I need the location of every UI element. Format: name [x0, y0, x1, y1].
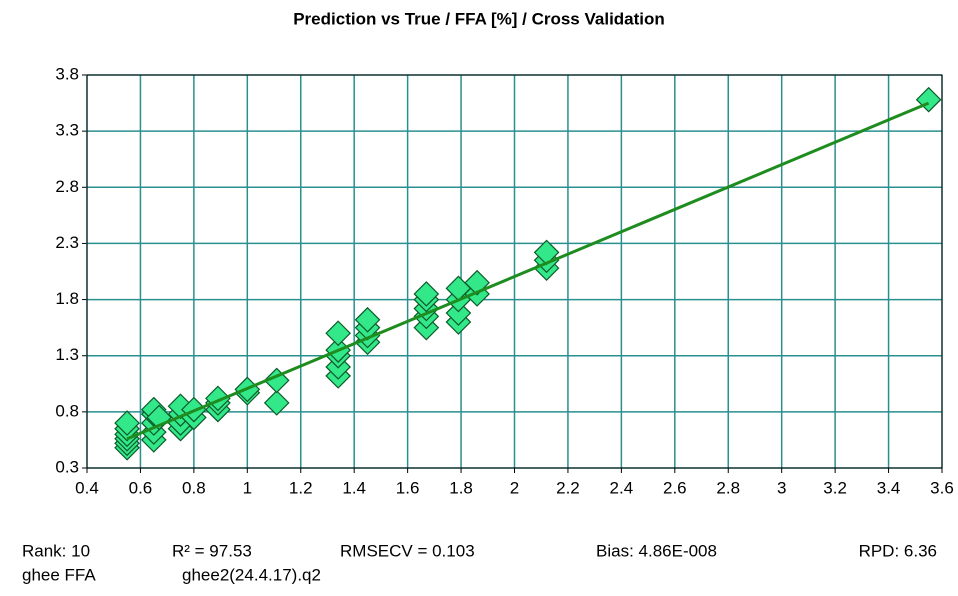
x-tick-label: 0.6 [129, 478, 153, 497]
y-tick-label: 1.8 [55, 289, 79, 308]
y-tick-label: 0.3 [55, 457, 79, 476]
y-tick-label: 1.3 [55, 345, 79, 364]
x-tick-label: 2.8 [716, 478, 740, 497]
x-tick-label: 2 [510, 478, 519, 497]
point [205, 385, 231, 412]
stat: Bias: 4.86E-008 [596, 541, 717, 560]
point [263, 390, 290, 416]
x-tick-label: 0.8 [182, 478, 206, 497]
fit-line [126, 101, 930, 441]
footer: ghee2(24.4.17).q2 [182, 565, 321, 584]
stat: RPD: 6.36 [859, 541, 937, 560]
x-tick-label: 3.2 [823, 478, 847, 497]
x-tick-label: 3.6 [930, 478, 954, 497]
point [354, 306, 381, 333]
y-tick-label: 2.3 [55, 233, 79, 252]
x-tick-label: 2.2 [556, 478, 580, 497]
x-tick-label: 2.4 [610, 478, 634, 497]
y-tick-label: 3.8 [55, 64, 79, 83]
plot-frame [86, 74, 943, 469]
point [114, 410, 140, 436]
x-tick-label: 1.8 [449, 478, 473, 497]
x-tick-label: 0.4 [75, 478, 99, 497]
stat: Rank: 10 [22, 541, 90, 560]
point [413, 281, 440, 307]
y-tick-label: 2.8 [55, 177, 79, 196]
x-tick-label: 3.4 [877, 478, 901, 497]
x-tick-label: 1.4 [342, 478, 366, 497]
point [263, 367, 290, 394]
y-tick-label: 3.3 [55, 121, 79, 140]
chart-title: Prediction vs True / FFA [%] / Cross Val… [293, 9, 665, 28]
x-tick-label: 2.6 [663, 478, 687, 497]
x-tick-label: 1.2 [289, 478, 313, 497]
point [464, 269, 490, 296]
stat: RMSECV = 0.103 [340, 541, 475, 560]
footer: ghee FFA [22, 565, 96, 584]
x-tick-label: 3 [777, 478, 786, 497]
x-tick-label: 1 [243, 478, 252, 497]
point [445, 300, 472, 326]
stat: R² = 97.53 [172, 541, 252, 560]
y-tick-label: 0.8 [55, 401, 79, 420]
point [325, 320, 352, 347]
x-tick-label: 1.6 [396, 478, 420, 497]
